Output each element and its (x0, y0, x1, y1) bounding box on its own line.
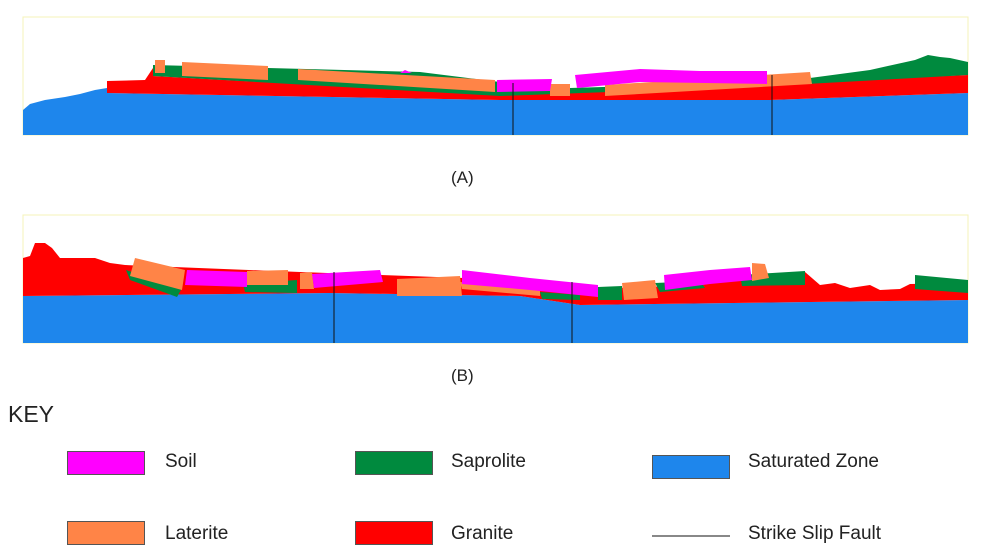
laterite-block (397, 276, 462, 296)
laterite-block (182, 62, 268, 80)
saprolite-block (598, 286, 622, 300)
panel-b-section (22, 214, 969, 344)
laterite-block (130, 258, 185, 290)
saprolite-block (540, 292, 580, 300)
laterite-block (300, 272, 314, 289)
legend-label-laterite: Laterite (165, 523, 229, 544)
legend-label-soil: Soil (165, 451, 197, 472)
laterite-block (247, 270, 288, 285)
saprolite-block (915, 275, 968, 293)
panel-b-caption: (B) (451, 366, 474, 385)
legend-swatch-soil (67, 451, 145, 475)
laterite-block (752, 263, 769, 281)
legend-label-saprolite: Saprolite (451, 451, 526, 472)
soil-block (185, 270, 247, 287)
key-title: KEY (8, 401, 55, 427)
legend-swatch-saprolite (355, 451, 433, 475)
legend-swatch-laterite (67, 521, 145, 545)
saturated-zone-layer (23, 88, 968, 135)
panel-a-caption: (A) (451, 168, 474, 187)
laterite-block (298, 69, 495, 92)
legend-swatch-saturated-zone (652, 455, 730, 479)
soil-block (312, 270, 383, 288)
granite-layer (107, 68, 968, 100)
laterite-block (550, 84, 570, 96)
laterite-block (622, 280, 658, 300)
legend-swatch-granite (355, 521, 433, 545)
soil-block (462, 270, 598, 297)
laterite-block (155, 60, 165, 73)
soil-block (664, 267, 752, 290)
legend-label-granite: Granite (451, 523, 514, 544)
panel-a-section (22, 16, 969, 136)
legend-label-saturated-zone: Saturated Zone (748, 451, 879, 472)
soil-block (497, 79, 552, 92)
saturated-zone-layer (23, 293, 968, 343)
soil-block (575, 69, 767, 88)
soil-block (400, 70, 412, 73)
legend-label-strike-slip-fault: Strike Slip Fault (748, 523, 882, 544)
